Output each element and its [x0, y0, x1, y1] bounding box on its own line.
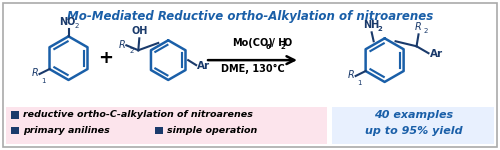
Text: Ar: Ar — [430, 49, 442, 59]
Text: R: R — [348, 70, 354, 80]
Text: O: O — [284, 38, 292, 48]
Bar — [10, 126, 18, 134]
Bar — [6, 107, 327, 144]
Text: 40 examples: 40 examples — [374, 110, 453, 120]
Text: DME, 130°C: DME, 130°C — [220, 64, 284, 74]
Text: R: R — [32, 68, 38, 78]
Text: reductive ortho-C-alkylation of nitroarenes: reductive ortho-C-alkylation of nitroare… — [22, 110, 252, 119]
Text: / H: / H — [268, 38, 287, 48]
Text: up to 95% yield: up to 95% yield — [364, 126, 462, 136]
Text: Mo(CO): Mo(CO) — [232, 38, 273, 48]
Bar — [156, 126, 163, 134]
Text: 2: 2 — [74, 23, 79, 29]
Text: R: R — [118, 40, 126, 50]
Text: simple operation: simple operation — [167, 126, 258, 135]
Text: 1: 1 — [42, 78, 46, 84]
Text: +: + — [98, 49, 113, 67]
Text: Mo-Mediated Reductive ​ortho​-Alkylation of nitroarenes: Mo-Mediated Reductive ​ortho​-Alkylation… — [67, 10, 433, 23]
Text: primary anilines: primary anilines — [22, 126, 110, 135]
Text: NH: NH — [364, 20, 380, 30]
Text: NO: NO — [60, 17, 76, 27]
Text: 2: 2 — [424, 28, 428, 34]
Text: 1: 1 — [358, 80, 362, 86]
Text: 2: 2 — [378, 26, 382, 32]
Text: R: R — [415, 22, 422, 32]
Bar — [10, 111, 18, 119]
Bar — [332, 107, 494, 144]
Text: 2: 2 — [130, 48, 134, 54]
Text: 6: 6 — [266, 44, 270, 50]
Text: OH: OH — [131, 26, 148, 36]
Text: 2: 2 — [280, 44, 285, 50]
Text: Ar: Ar — [197, 61, 210, 71]
